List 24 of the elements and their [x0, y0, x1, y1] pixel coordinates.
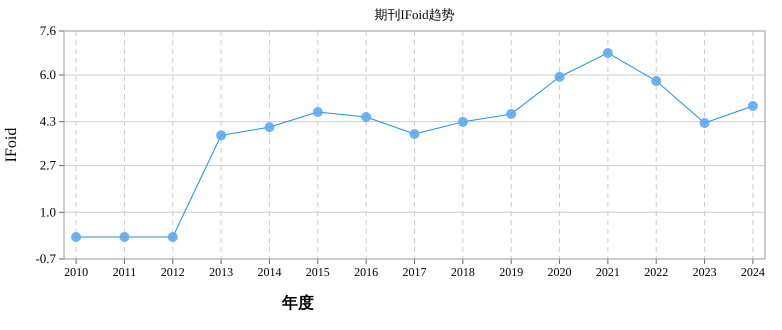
x-tick-label: 2016	[354, 265, 378, 279]
x-tick-label: 2018	[450, 265, 475, 279]
x-tick-label: 2019	[499, 265, 524, 279]
x-tick-label: 2013	[209, 265, 234, 279]
y-tick-label: 7.6	[40, 23, 56, 38]
x-tick-label: 2014	[257, 265, 282, 279]
x-tick-label: 2024	[740, 265, 765, 279]
y-tick-label: 1.0	[40, 204, 56, 220]
x-tick-label: 2023	[692, 265, 717, 279]
y-tick-label: 4.3	[40, 114, 56, 129]
y-tick-label: -0.7	[35, 251, 56, 266]
x-tick-label: 2020	[548, 265, 572, 279]
x-axis-title: 年度	[281, 293, 314, 312]
x-tick-label: 2011	[112, 265, 136, 279]
x-tick-label: 2015	[306, 265, 330, 279]
x-tick-label: 2017	[402, 265, 426, 279]
x-tick-label: 2012	[160, 265, 185, 279]
chart-title: 期刊IFoid趋势	[374, 7, 455, 22]
x-tick-label: 2021	[596, 265, 620, 279]
y-tick-label: 2.7	[40, 158, 56, 173]
x-tick-label: 2022	[644, 265, 668, 279]
y-tick-label: 6.0	[40, 66, 56, 82]
y-axis-title: IFoid	[3, 128, 20, 162]
x-tick-label: 2010	[64, 265, 88, 279]
